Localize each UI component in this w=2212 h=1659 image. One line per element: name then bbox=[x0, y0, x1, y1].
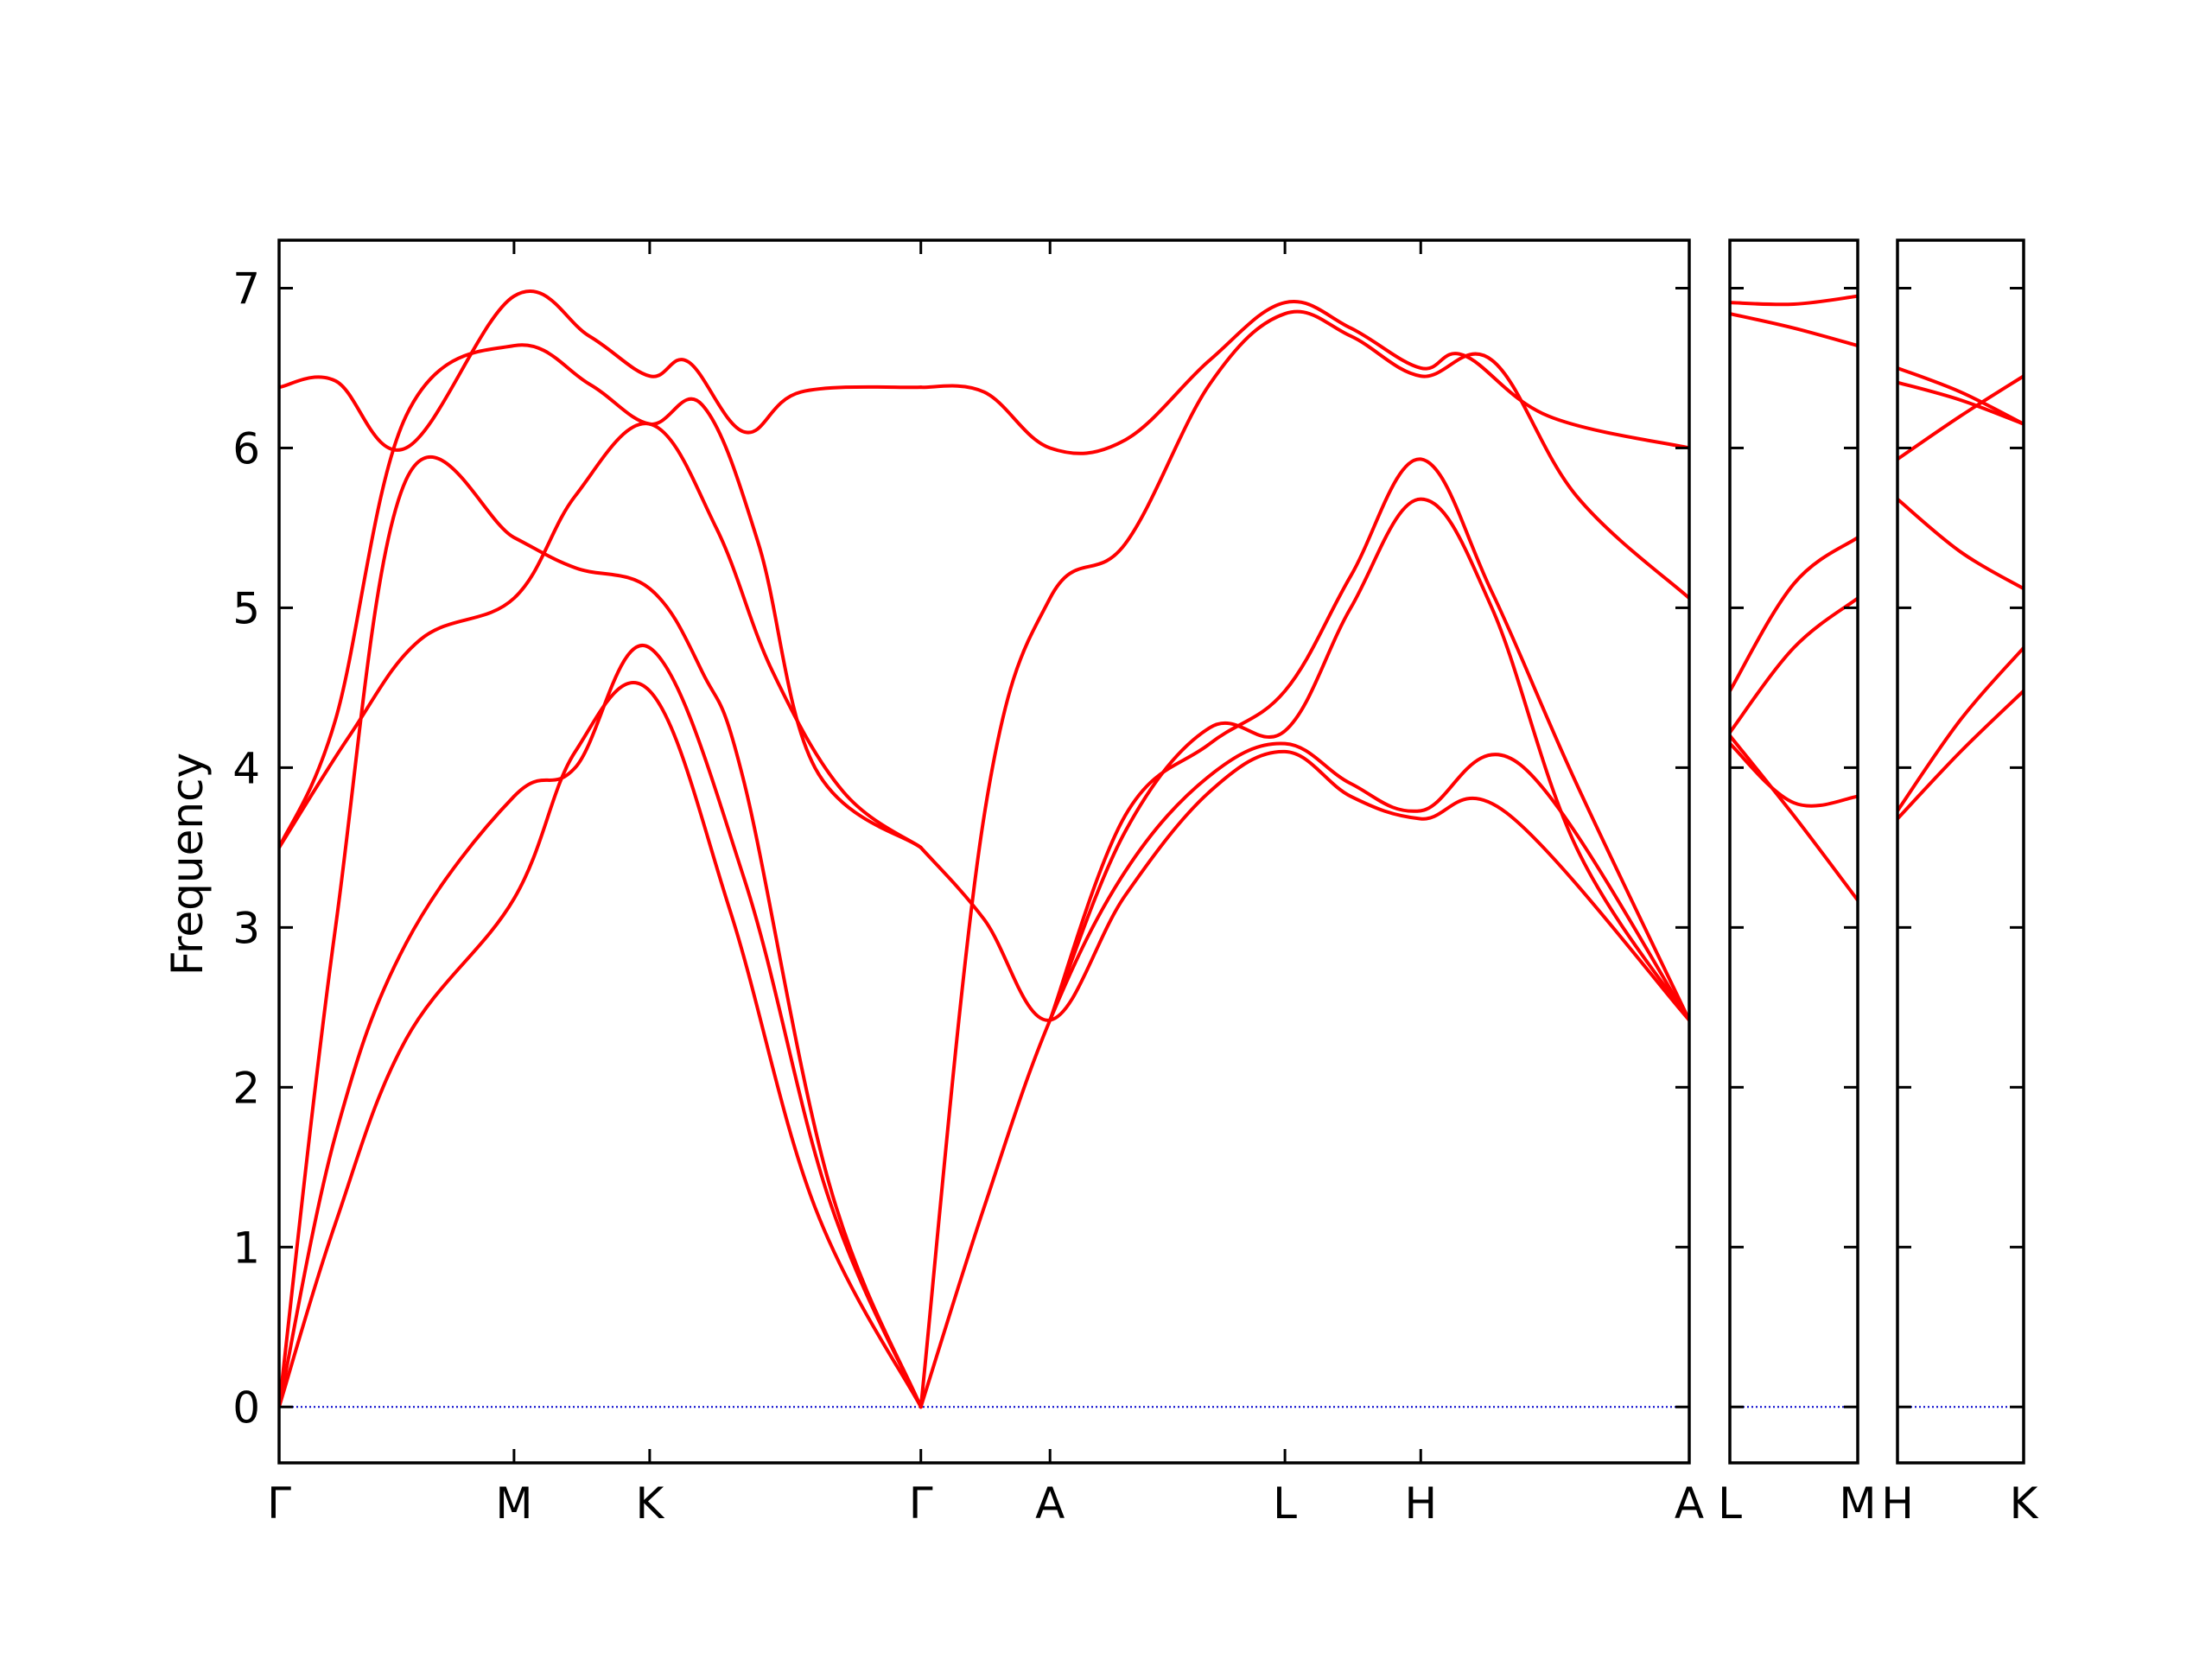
x-tick-label: Γ bbox=[267, 1478, 291, 1529]
band-line-6 bbox=[1897, 365, 2024, 426]
band-line-9 bbox=[1048, 497, 1689, 1022]
panel-frame bbox=[1728, 238, 1859, 1465]
x-tick-label: H bbox=[1404, 1478, 1437, 1529]
band-line-6 bbox=[1730, 294, 1858, 307]
x-tick-label: K bbox=[635, 1478, 664, 1529]
band-line-3 bbox=[1897, 497, 2024, 591]
x-tick-label: H bbox=[1881, 1478, 1914, 1529]
band-line-2 bbox=[1730, 741, 1858, 808]
panel-frame bbox=[1896, 238, 2025, 1465]
y-tick-label: 0 bbox=[232, 1382, 260, 1433]
band-line-8 bbox=[918, 741, 1689, 1409]
band-line-12 bbox=[918, 299, 1689, 455]
band-line-7 bbox=[918, 749, 1689, 1022]
x-tick-label: L bbox=[1718, 1478, 1742, 1529]
band-line-1 bbox=[1897, 689, 2024, 821]
panel-frame bbox=[277, 238, 1691, 1465]
x-tick-label: A bbox=[1675, 1478, 1704, 1529]
band-line-1 bbox=[279, 681, 923, 1409]
series-group bbox=[1730, 294, 1858, 902]
y-tick-label: 4 bbox=[232, 743, 260, 793]
y-tick-label: 5 bbox=[232, 583, 260, 633]
band-line-4 bbox=[1897, 374, 2024, 461]
y-tick-label: 1 bbox=[232, 1223, 260, 1273]
band-line-3 bbox=[1730, 596, 1858, 734]
y-tick-label: 2 bbox=[232, 1063, 260, 1113]
panel-main: 0 1 2 3 4 5 6 7 Γ M K Γ A L H A bbox=[232, 238, 1704, 1529]
x-tick-label: M bbox=[495, 1478, 532, 1529]
band-line-10 bbox=[1048, 457, 1689, 1022]
band-line-2 bbox=[279, 644, 923, 1409]
band-line-5 bbox=[279, 343, 923, 849]
series-group bbox=[1897, 365, 2024, 821]
x-tick-label: K bbox=[2010, 1478, 2039, 1529]
band-line-6 bbox=[279, 289, 923, 452]
band-line-5 bbox=[1730, 312, 1858, 348]
y-axis-label: Frequency bbox=[162, 753, 213, 976]
x-tick-label: M bbox=[1839, 1478, 1876, 1529]
band-line-4 bbox=[1730, 536, 1858, 693]
y-tick-label: 7 bbox=[232, 264, 260, 314]
y-tick-label: 6 bbox=[232, 423, 260, 474]
band-line-11 bbox=[918, 309, 1689, 1409]
band-line-1 bbox=[1730, 734, 1858, 902]
x-tick-label: L bbox=[1273, 1478, 1297, 1529]
x-tick-label: Γ bbox=[909, 1478, 933, 1529]
series-group bbox=[279, 289, 1689, 1409]
band-line-2 bbox=[1897, 645, 2024, 813]
y-tick-label: 3 bbox=[232, 903, 260, 953]
band-line-3 bbox=[279, 454, 923, 1409]
x-tick-label: A bbox=[1035, 1478, 1065, 1529]
